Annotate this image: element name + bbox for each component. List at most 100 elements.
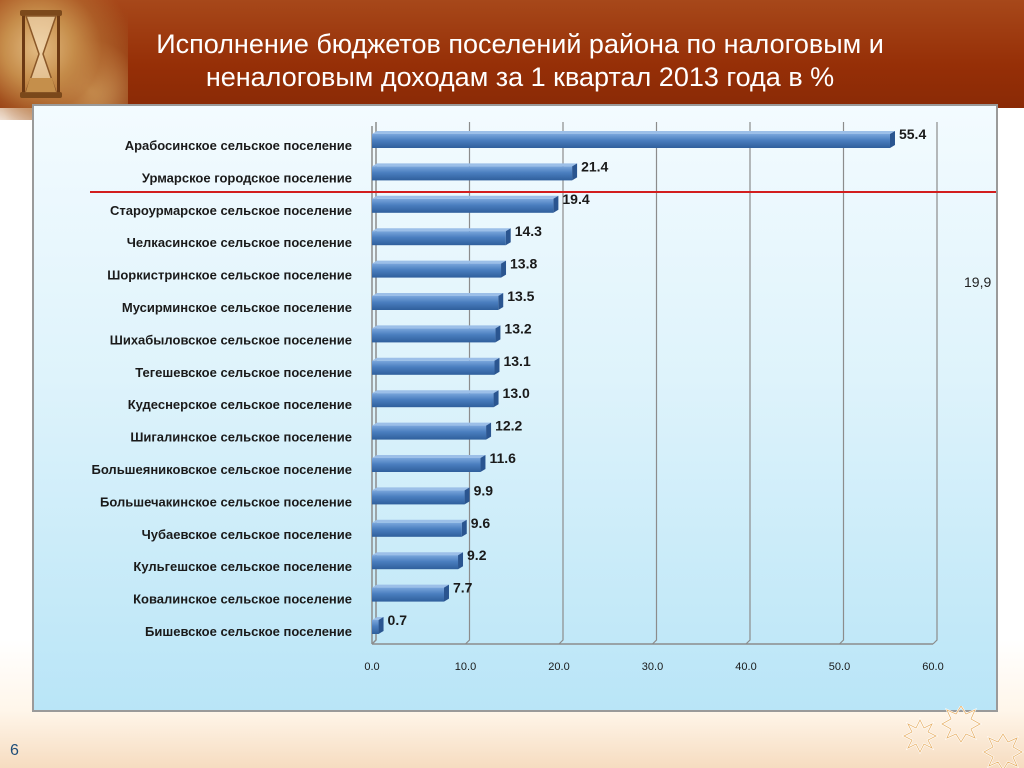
gridline — [745, 122, 751, 645]
bar — [372, 458, 481, 472]
bar — [372, 166, 573, 181]
x-tick-label: 10.0 — [455, 661, 476, 673]
bar-top-face — [372, 552, 464, 556]
bar — [372, 490, 465, 505]
reference-line-label: 19,9 — [964, 274, 992, 290]
bar-side-face — [494, 357, 500, 375]
category-label: Урмарское городское поселение — [142, 170, 352, 185]
bar — [372, 263, 502, 278]
gridline — [558, 122, 564, 645]
x-tick-label: 20.0 — [548, 661, 569, 673]
bar-top-face — [372, 422, 492, 426]
bar-side-face — [458, 552, 464, 570]
x-tick-label: 50.0 — [829, 661, 850, 673]
bar-side-face — [498, 293, 504, 310]
bar-top-face — [372, 195, 559, 199]
bar-top-face — [372, 260, 507, 264]
bar-top-face — [372, 325, 501, 329]
stars-decoration — [901, 706, 1024, 768]
category-label: Большечакинское сельское поселение — [100, 494, 352, 509]
bar-side-face — [461, 519, 467, 537]
bar-side-face — [480, 455, 486, 472]
bar-value-label: 55.4 — [899, 126, 926, 142]
category-label: Шигалинское сельское поселение — [130, 430, 352, 445]
gridline — [652, 122, 658, 645]
bar-side-face — [495, 325, 501, 343]
bar-value-label: 9.2 — [467, 547, 487, 563]
bar — [372, 296, 499, 310]
slide-number: 6 — [10, 742, 19, 759]
bar-value-label: 7.7 — [453, 580, 473, 596]
chart-panel: 0.0 10.0 20.0 30.0 40.0 50.0 60.0 55.4 Арабосинс… — [32, 104, 998, 712]
bar-side-face — [493, 390, 499, 408]
gridline — [932, 122, 938, 645]
category-label: Шоркистринское сельское поселение — [107, 268, 352, 283]
bar-top-face — [372, 293, 504, 296]
bar-side-face — [553, 195, 559, 213]
bar-side-face — [378, 617, 384, 634]
bar-value-label: 13.0 — [503, 385, 530, 401]
bar-chart: 0.0 10.0 20.0 30.0 40.0 50.0 60.0 55.4 Арабосинс… — [90, 122, 996, 673]
bar-value-label: 13.1 — [503, 353, 530, 369]
category-label: Чубаевское сельское поселение — [142, 527, 352, 542]
category-label: Большеяниковское сельское поселение — [91, 462, 352, 477]
bar-value-label: 19.4 — [562, 191, 589, 207]
bar-top-face — [372, 584, 449, 588]
bar — [372, 587, 444, 602]
category-label: Староурмарское сельское поселение — [110, 203, 352, 218]
bar — [372, 393, 494, 408]
bar-side-face — [464, 487, 470, 505]
slide-header: Исполнение бюджетов поселений района по … — [0, 0, 1024, 120]
category-label: Ковалинское сельское поселение — [133, 592, 352, 607]
bar-value-label: 11.6 — [489, 450, 516, 466]
category-label: Тегешевское сельское поселение — [135, 365, 352, 380]
bar-value-label: 21.4 — [581, 158, 608, 174]
bar-top-face — [372, 519, 467, 523]
bar-value-label: 13.8 — [510, 256, 537, 272]
header-photo — [0, 0, 128, 120]
bar — [372, 522, 462, 537]
gridline — [839, 122, 845, 645]
x-tick-label: 40.0 — [735, 661, 756, 673]
bar-side-face — [505, 228, 511, 246]
bar — [372, 620, 379, 634]
category-label: Арабосинское сельское поселение — [125, 138, 352, 153]
x-tick-label: 0.0 — [364, 661, 379, 673]
bar-top-face — [372, 131, 895, 134]
category-label: Кудеснерское сельское поселение — [128, 397, 352, 412]
bar-side-face — [889, 131, 895, 148]
bar-value-label: 13.5 — [507, 288, 534, 304]
bar-top-face — [372, 357, 500, 361]
bar-value-label: 13.2 — [504, 320, 531, 336]
bar — [372, 425, 487, 440]
bar-side-face — [572, 163, 578, 181]
bar-value-label: 0.7 — [388, 612, 408, 628]
category-label: Шихабыловское сельское поселение — [110, 332, 352, 347]
category-label: Бишевское сельское поселение — [145, 624, 352, 639]
bar-side-face — [486, 422, 492, 440]
page-title: Исполнение бюджетов поселений района по … — [156, 29, 884, 92]
category-label: Мусирминское сельское поселение — [122, 300, 352, 315]
hourglass-icon — [20, 10, 62, 98]
bar-value-label: 9.6 — [471, 515, 491, 531]
bar — [372, 328, 496, 343]
bar — [372, 231, 506, 246]
bar-value-label: 9.9 — [474, 482, 494, 498]
bar-top-face — [372, 228, 511, 232]
x-tick-label: 30.0 — [642, 661, 663, 673]
bar — [372, 555, 459, 570]
bar-top-face — [372, 163, 578, 167]
bar — [372, 198, 554, 213]
category-label: Челкасинское сельское поселение — [127, 235, 352, 250]
category-label: Кульгешское сельское поселение — [133, 559, 352, 574]
bar-top-face — [372, 617, 384, 620]
bar — [372, 360, 495, 375]
bar-top-face — [372, 487, 470, 491]
x-tick-label: 60.0 — [922, 661, 943, 673]
bar-top-face — [372, 390, 499, 394]
bar-top-face — [372, 455, 486, 458]
bar-value-label: 12.2 — [495, 418, 522, 434]
bar — [372, 134, 890, 148]
bar-side-face — [501, 260, 507, 278]
bar-value-label: 14.3 — [515, 223, 542, 239]
